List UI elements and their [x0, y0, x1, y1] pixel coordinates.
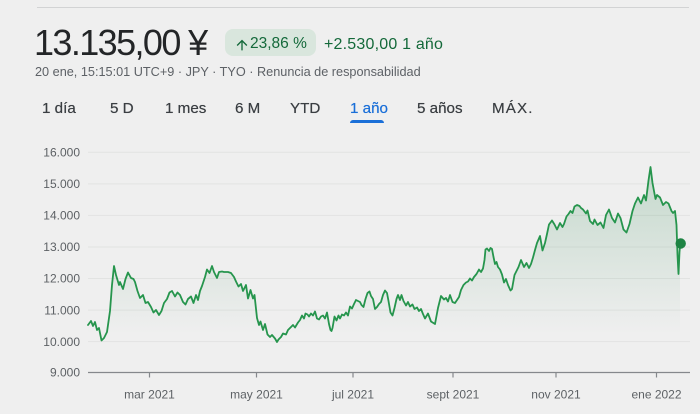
svg-text:mar 2021: mar 2021: [124, 388, 175, 402]
svg-text:jul 2021: jul 2021: [331, 388, 374, 402]
svg-text:10.000: 10.000: [43, 335, 80, 349]
svg-text:nov 2021: nov 2021: [531, 388, 581, 402]
svg-text:9.000: 9.000: [50, 366, 80, 380]
svg-text:16.000: 16.000: [43, 146, 80, 160]
svg-text:11.000: 11.000: [44, 303, 80, 317]
svg-text:15.000: 15.000: [43, 177, 80, 191]
svg-text:12.000: 12.000: [43, 272, 80, 286]
svg-text:14.000: 14.000: [43, 209, 80, 223]
svg-text:13.000: 13.000: [43, 240, 80, 254]
svg-text:sept 2021: sept 2021: [427, 388, 480, 402]
svg-text:may 2021: may 2021: [230, 388, 283, 402]
svg-text:ene 2022: ene 2022: [631, 388, 681, 402]
